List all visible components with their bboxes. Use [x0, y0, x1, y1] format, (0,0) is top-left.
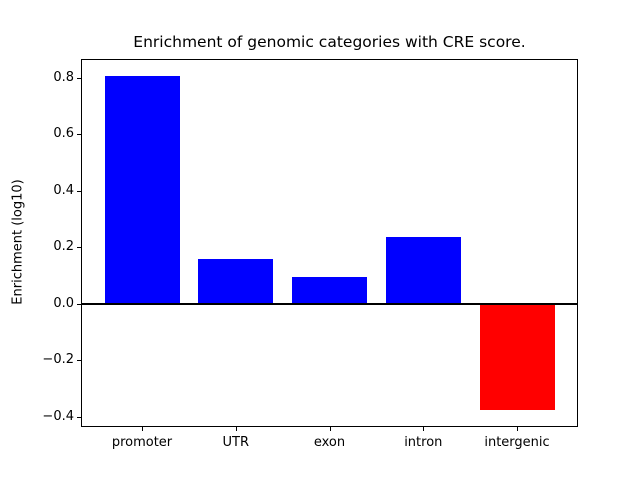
x-tick-label-promoter: promoter [111, 435, 173, 450]
bar-promoter [104, 76, 180, 304]
bar-exon [292, 276, 367, 304]
plot-area [81, 59, 578, 427]
x-tick-mark [142, 427, 143, 431]
x-tick-label-intergenic: intergenic [484, 435, 550, 450]
x-tick-mark [235, 427, 237, 431]
x-tick-mark [329, 427, 331, 431]
y-tick-mark [77, 247, 81, 249]
y-tick-label: −0.2 [42, 352, 74, 368]
bar-UTR [198, 258, 274, 304]
y-tick-mark [77, 190, 81, 192]
x-tick-label-exon: exon [313, 435, 346, 450]
y-tick-label: 0.8 [53, 69, 74, 85]
y-tick-mark [77, 416, 81, 418]
bar-intron [385, 237, 461, 304]
x-tick-mark [423, 427, 425, 431]
y-tick-label: 0.2 [53, 239, 74, 255]
x-tick-label-intron: intron [404, 435, 443, 450]
zero-line [82, 302, 577, 305]
bar-intergenic [479, 303, 555, 410]
y-tick-label: −0.4 [42, 408, 74, 424]
y-tick-mark [77, 77, 81, 79]
y-tick-mark [77, 303, 81, 305]
y-tick-label: 0.0 [53, 295, 74, 311]
x-tick-mark [517, 427, 518, 431]
chart-title: Enrichment of genomic categories with CR… [133, 33, 526, 51]
y-tick-mark [77, 360, 81, 362]
y-tick-label: 0.4 [53, 182, 74, 198]
y-tick-mark [77, 134, 81, 136]
y-tick-label: 0.6 [53, 126, 74, 142]
x-tick-label-UTR: UTR [222, 435, 250, 450]
